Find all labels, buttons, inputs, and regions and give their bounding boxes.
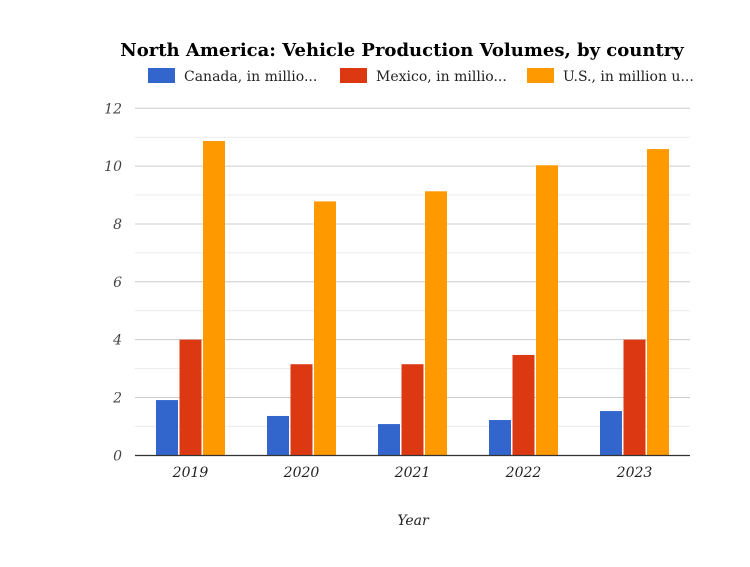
bar-us-2021 — [425, 191, 447, 456]
bar-mexico-2023 — [623, 339, 646, 456]
y-tick-label: 4 — [112, 333, 122, 349]
y-tick-label: 6 — [113, 275, 122, 291]
y-tick-label: 2 — [112, 390, 122, 406]
bar-us-2020 — [314, 201, 336, 456]
y-axis-ticks: 0 2 4 6 8 10 12 — [104, 101, 122, 464]
bar-mexico-2021 — [401, 364, 424, 456]
bar-mexico-2019 — [179, 339, 202, 456]
x-axis-ticks: 2019 2020 2021 2022 2023 — [172, 465, 653, 481]
gridlines — [135, 107, 690, 427]
chart-title: North America: Vehicle Production Volume… — [120, 40, 684, 61]
legend-swatch — [340, 68, 367, 83]
bar-canada-2019 — [156, 400, 178, 456]
legend: Canada, in millio... Mexico, in millio...… — [148, 68, 694, 85]
legend-label: U.S., in million u... — [563, 69, 694, 85]
bar-us-2022 — [536, 165, 558, 456]
bar-us-2023 — [647, 149, 669, 456]
bar-canada-2022 — [489, 420, 511, 456]
legend-swatch — [527, 68, 554, 83]
y-tick-label: 8 — [113, 217, 122, 233]
legend-label: Canada, in millio... — [184, 69, 317, 85]
x-tick-label: 2021 — [394, 465, 431, 481]
bar-canada-2021 — [378, 424, 400, 456]
bar-canada-2023 — [600, 411, 622, 456]
x-axis-label: Year — [397, 513, 430, 529]
bar-mexico-2020 — [290, 364, 313, 456]
y-tick-label: 0 — [113, 448, 122, 464]
bar-us-2019 — [203, 140, 225, 456]
x-tick-label: 2019 — [172, 465, 209, 481]
x-tick-label: 2020 — [283, 465, 320, 481]
legend-label: Mexico, in millio... — [376, 69, 507, 85]
y-tick-label: 10 — [104, 159, 122, 175]
x-tick-label: 2023 — [616, 465, 653, 481]
bar-canada-2020 — [267, 415, 289, 456]
bars — [156, 140, 669, 456]
x-tick-label: 2022 — [505, 465, 542, 481]
y-tick-label: 12 — [104, 101, 122, 117]
legend-swatch — [148, 68, 175, 83]
bar-mexico-2022 — [512, 354, 535, 456]
